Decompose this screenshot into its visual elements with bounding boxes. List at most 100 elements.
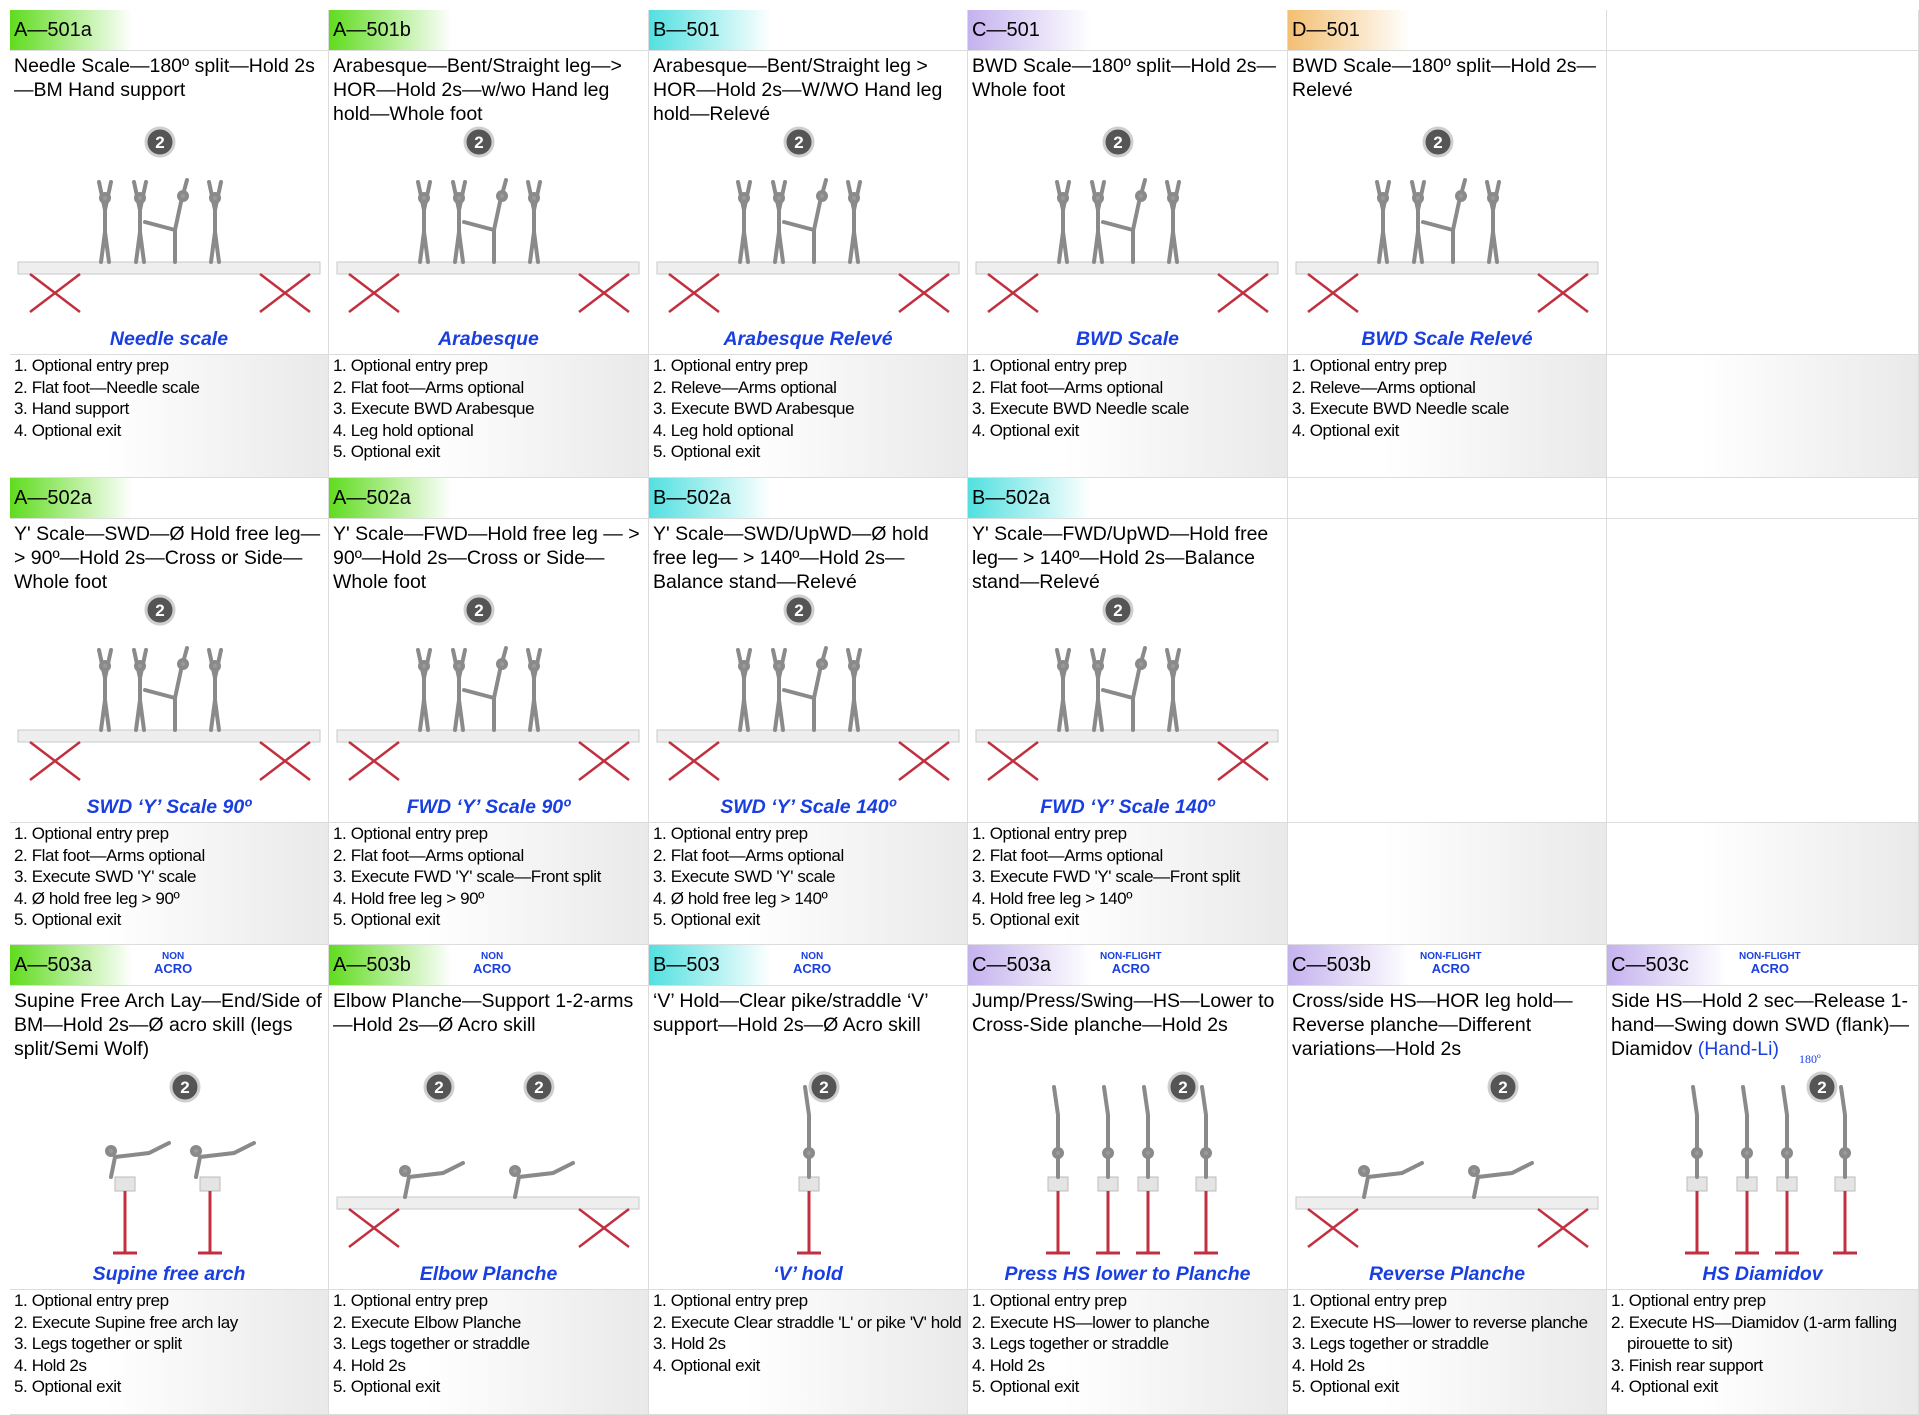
gymnast-figure <box>1090 648 1106 732</box>
skill-code: A—503b <box>333 954 411 976</box>
figure-body <box>771 180 787 264</box>
skill-card: C—503b NON-FLIGHT ACRO Cross/side HS—HOR le… <box>1288 945 1607 1415</box>
gymnast-figure <box>782 646 828 732</box>
beam <box>975 261 1279 275</box>
step: 1. Optional entry prep <box>653 356 808 375</box>
skill-code: C—501 <box>972 19 1040 41</box>
figure-head <box>528 660 540 672</box>
skill-illustration: 2 <box>17 594 321 781</box>
figure-head <box>453 192 465 204</box>
skill-steps: 1. Optional entry prep 2. Flat foot—Arms … <box>329 354 648 477</box>
figure-body <box>451 180 467 264</box>
skill-card: A—501a Needle Scale—180º split—Hold 2s—BM… <box>10 10 329 478</box>
skill-illustration: 2 <box>975 126 1279 313</box>
skill-card: C—503a NON-FLIGHT ACRO Jump/Press/Swing—HS—… <box>968 945 1288 1415</box>
skill-tag: NON ACRO <box>154 951 192 976</box>
skill-tag: NON ACRO <box>473 951 511 976</box>
figure-body <box>1102 1085 1110 1179</box>
step: 2. Execute Elbow Planche <box>333 1312 521 1332</box>
beam <box>336 729 640 743</box>
figure-body <box>1200 1085 1208 1179</box>
step: 1. Optional entry prep <box>1292 1291 1447 1310</box>
figure-head <box>134 660 146 672</box>
gymnast-figure <box>416 180 432 264</box>
figure-body <box>1055 648 1071 732</box>
figure-body <box>1472 1161 1534 1199</box>
description-text: BWD Scale—180º split—Hold 2s—Whole foot <box>972 55 1277 101</box>
gymnast-figure <box>143 178 189 264</box>
skill-name: Elbow Planche <box>419 1263 558 1285</box>
figure-body <box>1165 180 1181 264</box>
figure-body <box>1375 180 1391 264</box>
skill-code: B—502a <box>653 487 731 509</box>
step: 4. Optional exit <box>972 420 1079 440</box>
step: 3. Execute FWD 'Y' scale—Front split <box>972 867 1240 887</box>
figure-head <box>1839 1147 1851 1159</box>
skill-name: FWD ‘Y’ Scale 140º <box>1040 796 1215 818</box>
badge-ring <box>463 594 495 626</box>
step: 3. Legs together or split <box>14 1334 182 1354</box>
step: 1. Optional entry prep <box>333 356 488 375</box>
figure-head <box>1358 1165 1370 1177</box>
step: 2. Execute Supine free arch lay <box>14 1312 238 1332</box>
gymnast-figure <box>1101 646 1147 732</box>
gymnast-figure <box>736 180 752 264</box>
step: 4. Hold free leg > 140º <box>972 888 1133 908</box>
beam-legs <box>348 273 630 313</box>
figure-head <box>1167 660 1179 672</box>
skill-card <box>1288 478 1607 945</box>
figure-body <box>1165 648 1181 732</box>
badge-ring <box>144 594 176 626</box>
skill-description: BWD Scale—180º split—Hold 2s—Whole foot <box>972 54 1285 102</box>
step: 4. Leg hold optional <box>333 420 474 440</box>
badge-number: 2 <box>180 1078 189 1097</box>
card-header: A—502a <box>10 478 328 519</box>
figure-body <box>803 1085 811 1179</box>
beam <box>656 729 960 743</box>
badge-ring <box>1487 1071 1519 1103</box>
skill-card <box>1607 478 1919 945</box>
step: 2. Flat foot—Arms optional <box>333 845 524 865</box>
skill-card: C—501 BWD Scale—180º split—Hold 2s—Whole … <box>968 10 1288 478</box>
badge-ring <box>523 1071 555 1103</box>
card-header: B—502a <box>649 478 967 519</box>
figure-body <box>1421 178 1467 264</box>
description-text: Side HS—Hold 2 sec—Release 1-hand—Swing … <box>1611 990 1910 1060</box>
skill-description: Side HS—Hold 2 sec—Release 1-hand—Swing … <box>1611 989 1916 1071</box>
badge-number: 2 <box>794 133 803 152</box>
step: 1. Optional entry prep <box>653 1291 808 1310</box>
step: 5. Optional exit <box>653 910 760 930</box>
gymnast-figure <box>526 648 542 732</box>
empty-steps <box>1607 822 1918 944</box>
gymnast-figure <box>846 180 862 264</box>
badge-number: 2 <box>1113 133 1122 152</box>
skill-steps: 1. Optional entry prep 2. Execute HS—Diam… <box>1607 1289 1918 1414</box>
tag-line: ACRO <box>473 961 512 976</box>
skill-tag: NON-FLIGHT ACRO <box>1100 951 1162 976</box>
beam-legs <box>668 741 950 781</box>
gymnast-figure <box>1691 1085 1703 1179</box>
skill-card: A—501b Arabesque—Bent/Straight leg—> HOR—… <box>329 10 649 478</box>
step: 3. Execute BWD Arabesque <box>653 399 855 419</box>
skill-steps: 1. Optional entry prep 2. Releve—Arms opt… <box>649 354 967 477</box>
gymnast-figure <box>526 180 542 264</box>
gymnast-figure <box>1468 1161 1534 1199</box>
description-note: 180º <box>1798 1052 1821 1066</box>
card-header: C—503b NON-FLIGHT ACRO <box>1288 945 1606 986</box>
figure-head <box>848 660 860 672</box>
skill-code: A—502a <box>333 487 411 509</box>
card-header: B—501 <box>649 10 967 51</box>
card-header: D—501 <box>1288 10 1606 51</box>
figure-head <box>1468 1165 1480 1177</box>
gymnast-figure <box>1165 180 1181 264</box>
figure-head <box>134 192 146 204</box>
gymnast-figure <box>462 646 508 732</box>
figure-body <box>416 180 432 264</box>
figure-body <box>1839 1085 1847 1179</box>
skill-code: D—501 <box>1292 19 1360 41</box>
step: 5. Optional exit <box>333 910 440 930</box>
figure-body <box>513 1161 575 1199</box>
gymnast-figure <box>132 648 148 732</box>
pedestal-top <box>1776 1176 1798 1192</box>
